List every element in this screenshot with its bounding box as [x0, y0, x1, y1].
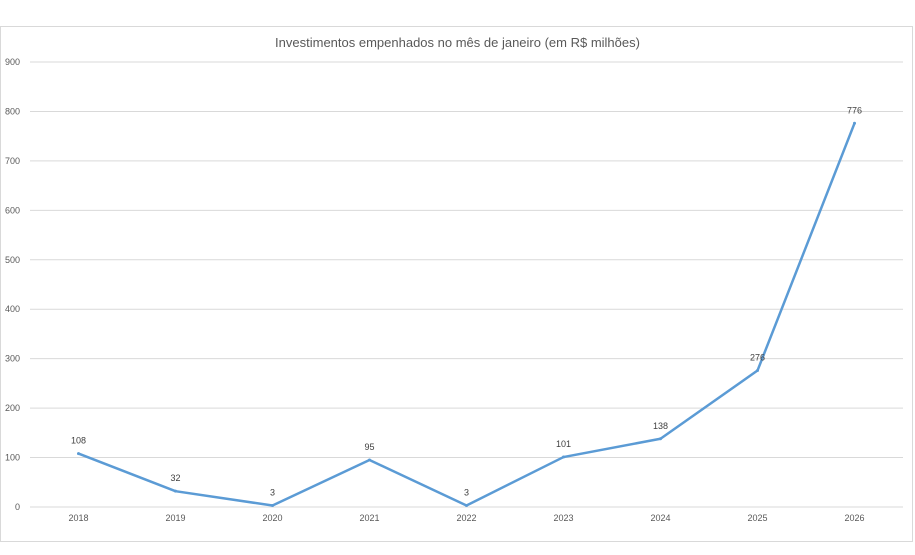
data-label-2026: 776	[847, 105, 862, 115]
x-tick-label-2021: 2021	[359, 513, 379, 523]
chart-title: Investimentos empenhados no mês de janei…	[275, 35, 640, 50]
y-tick-label-600: 600	[5, 205, 20, 215]
data-label-2021: 95	[364, 442, 374, 452]
data-point-2022	[465, 504, 468, 508]
x-tick-label-2018: 2018	[68, 513, 88, 523]
y-tick-label-400: 400	[5, 304, 20, 314]
series-line-0	[77, 122, 856, 507]
y-tick-label-700: 700	[5, 156, 20, 166]
data-label-2025: 276	[750, 353, 765, 363]
data-label-2023: 101	[556, 439, 571, 449]
y-tick-label-800: 800	[5, 106, 20, 116]
y-tick-label-100: 100	[5, 453, 20, 463]
data-label-2020: 3	[270, 488, 275, 498]
x-tick-label-2023: 2023	[553, 513, 573, 523]
data-label-2019: 32	[170, 473, 180, 483]
data-point-2023	[562, 455, 565, 459]
data-point-2026	[853, 121, 856, 125]
data-point-2018	[77, 452, 80, 456]
y-tick-label-500: 500	[5, 255, 20, 265]
x-tick-label-2020: 2020	[262, 513, 282, 523]
x-tick-label-2026: 2026	[844, 513, 864, 523]
chart-area	[0, 26, 913, 542]
data-point-2019	[174, 489, 177, 493]
y-tick-label-0: 0	[15, 502, 20, 512]
data-label-2022: 3	[464, 488, 469, 498]
data-label-2018: 108	[71, 436, 86, 446]
x-tick-label-2022: 2022	[456, 513, 476, 523]
x-tick-label-2019: 2019	[165, 513, 185, 523]
x-tick-label-2025: 2025	[747, 513, 767, 523]
y-tick-label-900: 900	[5, 57, 20, 67]
data-point-2024	[659, 437, 662, 441]
data-point-2025	[756, 369, 759, 373]
y-tick-label-300: 300	[5, 354, 20, 364]
data-label-2024: 138	[653, 421, 668, 431]
y-tick-label-200: 200	[5, 403, 20, 413]
data-point-2020	[271, 504, 274, 508]
x-tick-label-2024: 2024	[650, 513, 670, 523]
data-point-2021	[368, 458, 371, 462]
